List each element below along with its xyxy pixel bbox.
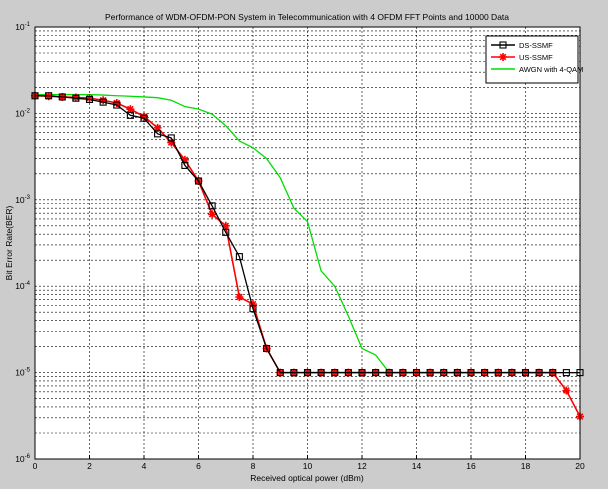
data-point-ds-ssmf	[358, 369, 366, 377]
legend-item-awgn-with-4-qam: AWGN with 4-QAM	[491, 65, 583, 74]
data-point-ds-ssmf	[113, 101, 121, 109]
legend-marker	[499, 53, 507, 61]
x-axis-label: Received optical power (dBm)	[250, 473, 364, 483]
data-point-ds-ssmf	[194, 177, 203, 185]
data-point-us-ssmf	[112, 98, 121, 107]
x-tick-label: 2	[87, 461, 92, 471]
data-point-ds-ssmf	[344, 369, 352, 377]
data-point-us-ssmf	[167, 138, 176, 147]
data-point-ds-ssmf	[303, 369, 312, 377]
y-tick-label: 10-6	[15, 454, 30, 464]
legend-label: DS-SSMF	[519, 41, 553, 50]
data-point-ds-ssmf	[208, 202, 216, 210]
legend-item-us-ssmf: US-SSMF	[491, 53, 553, 62]
x-tick-label: 14	[412, 461, 422, 471]
data-point-ds-ssmf	[222, 228, 230, 236]
data-point-us-ssmf	[208, 210, 217, 219]
y-tick-label: 10-2	[15, 108, 30, 118]
data-point-ds-ssmf	[167, 134, 175, 142]
x-tick-label: 12	[357, 461, 367, 471]
data-point-ds-ssmf	[481, 369, 489, 377]
series-layer	[31, 91, 584, 421]
data-point-ds-ssmf	[331, 369, 339, 377]
x-tick-label: 20	[575, 461, 585, 471]
legend-marker	[499, 41, 507, 49]
data-point-ds-ssmf	[72, 94, 80, 102]
data-point-ds-ssmf	[385, 369, 393, 377]
data-point-ds-ssmf	[140, 114, 148, 122]
legend: DS-SSMF US-SSMF AWGN with 4-QAM	[485, 35, 583, 84]
data-point-ds-ssmf	[521, 369, 530, 377]
x-tick-label: 0	[33, 461, 38, 471]
x-tick-label: 4	[142, 461, 147, 471]
legend-label: US-SSMF	[519, 53, 553, 62]
data-point-us-ssmf	[221, 221, 230, 230]
y-tick-label: 10-5	[15, 368, 30, 378]
data-point-ds-ssmf	[494, 369, 502, 377]
x-tick-label: 18	[521, 461, 531, 471]
data-point-us-ssmf	[249, 300, 257, 309]
data-point-ds-ssmf	[45, 92, 53, 100]
data-point-ds-ssmf	[235, 253, 243, 261]
y-tick-label: 10-4	[15, 281, 30, 291]
data-point-us-ssmf	[235, 292, 244, 301]
y-tick-label: 10-1	[15, 22, 30, 32]
data-point-ds-ssmf	[412, 369, 421, 377]
data-point-ds-ssmf	[453, 369, 461, 377]
legend-label: AWGN with 4-QAM	[519, 65, 583, 74]
chart-title: Performance of WDM-OFDM-PON System in Te…	[105, 12, 509, 22]
data-point-us-ssmf	[180, 155, 189, 164]
data-point-us-ssmf	[85, 94, 94, 103]
data-point-ds-ssmf	[535, 369, 543, 377]
data-point-ds-ssmf	[126, 111, 134, 119]
data-point-ds-ssmf	[467, 369, 475, 377]
data-point-us-ssmf	[562, 386, 571, 395]
data-point-ds-ssmf	[508, 369, 516, 377]
data-point-ds-ssmf	[372, 369, 380, 377]
series-line-ds-ssmf	[35, 95, 580, 374]
data-point-ds-ssmf	[440, 369, 448, 377]
data-point-ds-ssmf	[317, 369, 325, 377]
data-point-ds-ssmf	[85, 95, 94, 104]
y-tick-label: 10-3	[15, 195, 30, 205]
x-tick-label: 8	[251, 461, 256, 471]
data-point-ds-ssmf	[426, 369, 434, 377]
y-axis-ticks: 10-1 10-2 10-3 10-4 10-5 10-6	[15, 22, 30, 464]
data-point-ds-ssmf	[58, 93, 66, 101]
data-point-us-ssmf	[71, 93, 80, 102]
grid-lines	[34, 27, 581, 460]
x-tick-label: 16	[466, 461, 476, 471]
data-point-ds-ssmf	[263, 344, 271, 353]
y-axis-label: Bit Error Rate(BER)	[4, 206, 14, 281]
x-tick-label: 6	[196, 461, 201, 471]
data-point-ds-ssmf	[290, 369, 298, 377]
series-ds-ssmf	[31, 92, 584, 377]
data-point-us-ssmf	[140, 112, 148, 121]
data-point-ds-ssmf	[562, 369, 570, 377]
x-tick-label: 10	[303, 461, 313, 471]
legend-item-ds-ssmf: DS-SSMF	[491, 41, 553, 50]
data-point-us-ssmf	[126, 105, 135, 114]
data-point-ds-ssmf	[276, 369, 284, 377]
data-point-ds-ssmf	[154, 130, 162, 138]
x-axis-ticks: 0 2 4 6 8 10 12 14 16 18 20	[33, 455, 585, 471]
data-point-ds-ssmf	[249, 305, 257, 313]
data-point-ds-ssmf	[399, 369, 407, 377]
data-point-us-ssmf	[153, 123, 162, 132]
data-point-ds-ssmf	[99, 98, 107, 106]
data-point-us-ssmf	[99, 96, 108, 105]
data-point-ds-ssmf	[181, 161, 189, 169]
data-point-ds-ssmf	[549, 369, 557, 377]
